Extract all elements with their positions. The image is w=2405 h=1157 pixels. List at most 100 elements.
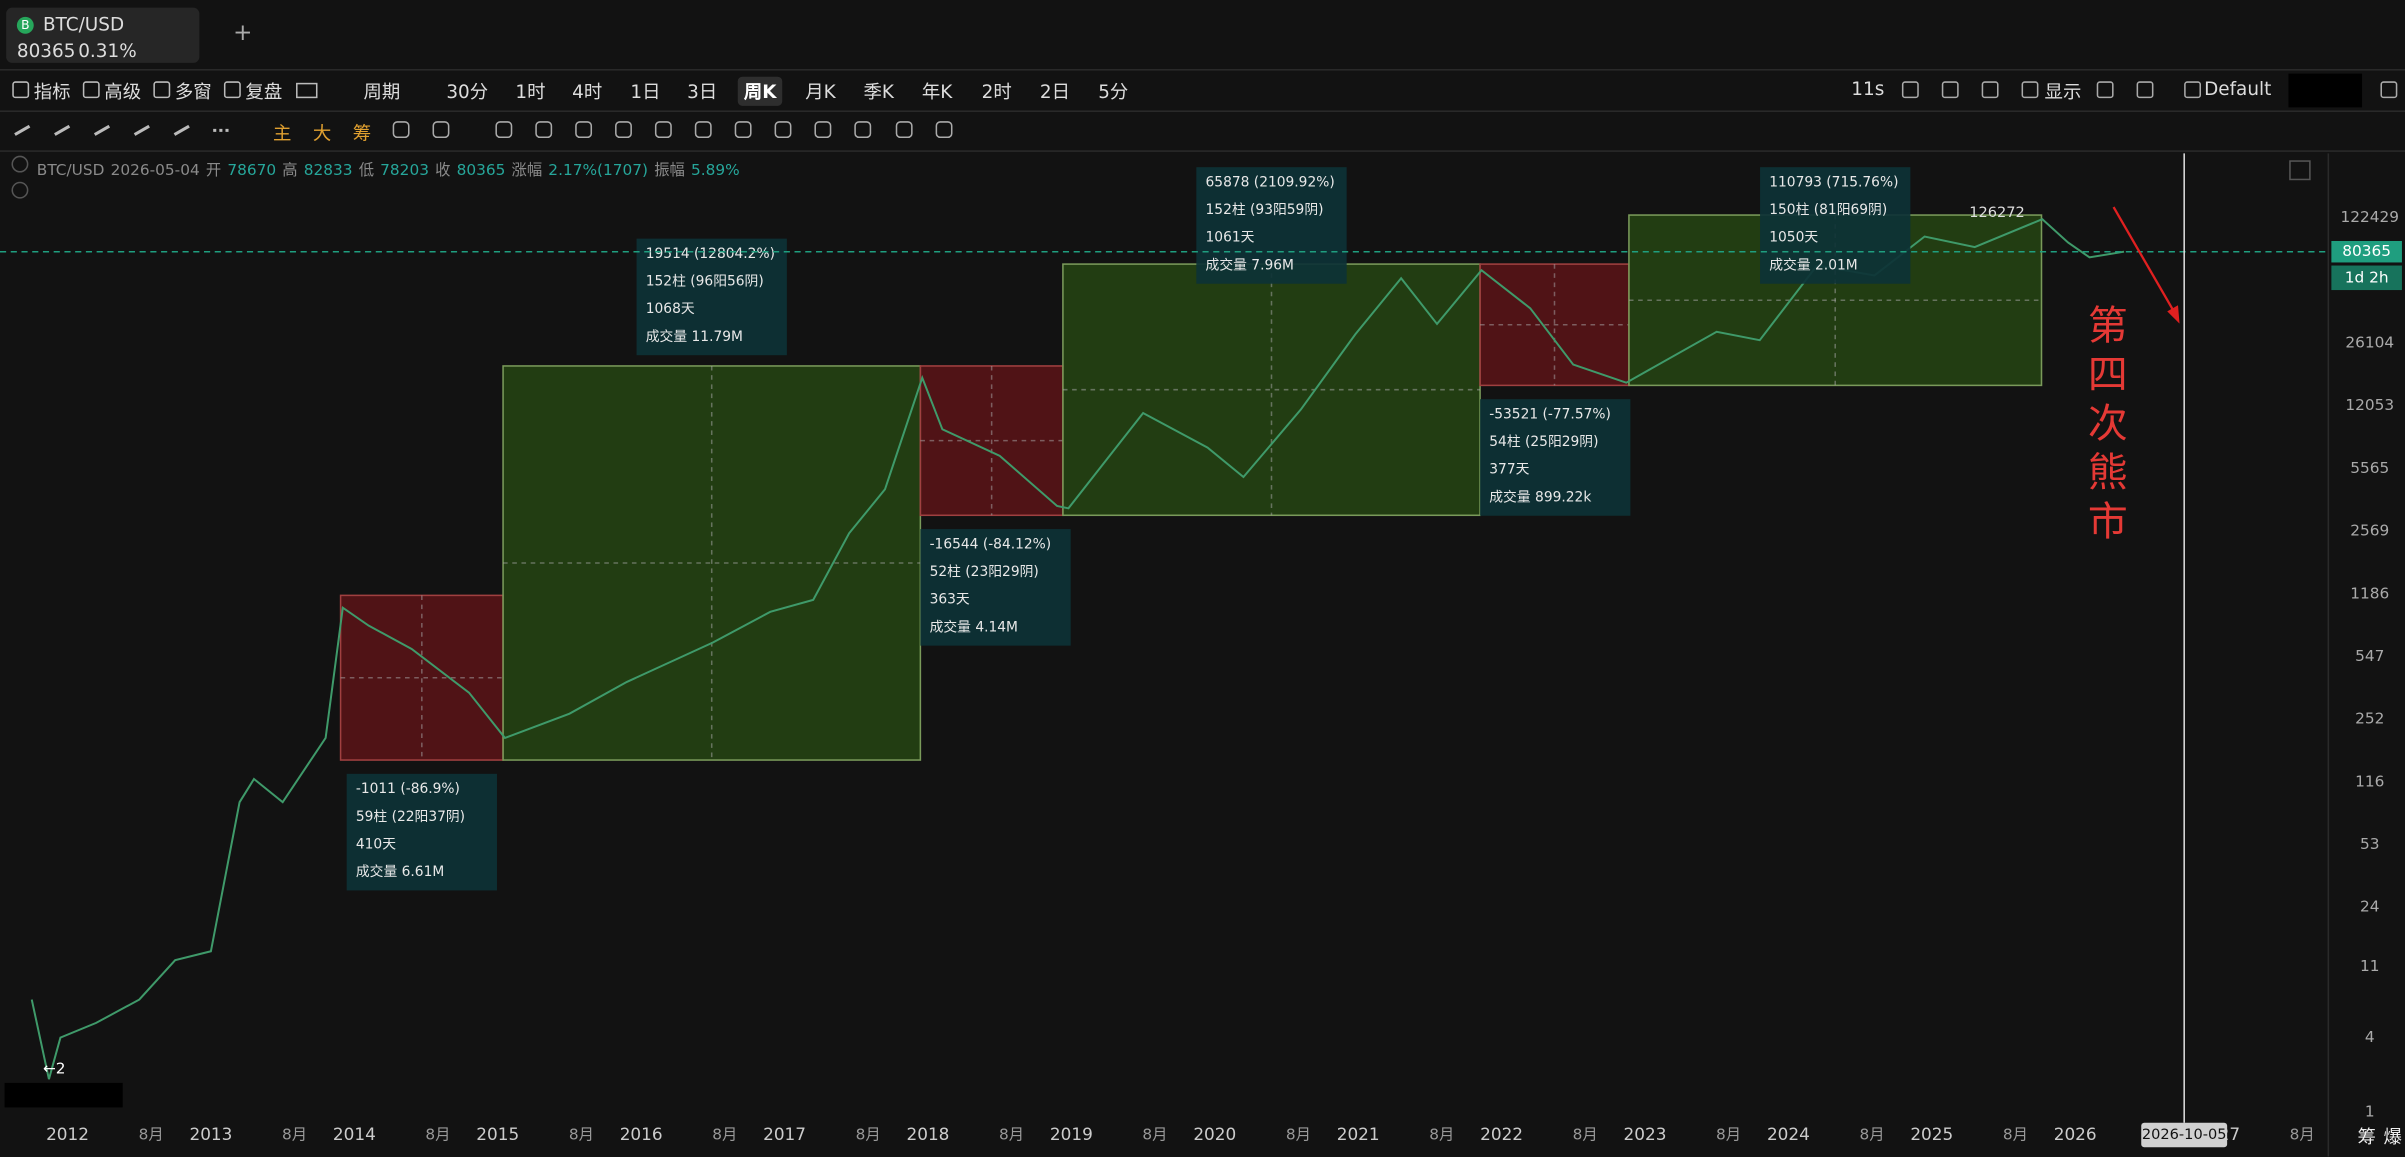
measure-label-text: 65878 (2109.92%) — [1206, 175, 1335, 191]
redaction — [4, 1082, 123, 1108]
measure-label-text: 52柱 (23阳29阴) — [930, 564, 1039, 580]
draw-tool[interactable] — [615, 121, 632, 139]
maximize-icon — [2289, 160, 2311, 181]
info-value: 2.17%(1707) — [548, 162, 649, 180]
footer-tag: 筹 — [2357, 1127, 2375, 1148]
x-tick-minor: 8月 — [282, 1126, 307, 1144]
add-tab[interactable]: + — [233, 18, 253, 47]
info-label: 低 — [358, 162, 375, 180]
draw-tool[interactable] — [854, 121, 872, 139]
toolbar-icon[interactable] — [2184, 81, 2202, 99]
period-menu[interactable]: 周期 — [363, 81, 401, 103]
draw-tool[interactable] — [814, 121, 832, 139]
period-button[interactable]: 5分 — [1098, 81, 1129, 103]
draw-tool[interactable] — [133, 124, 150, 136]
measure-label-text: 59柱 (22阳37阴) — [356, 809, 465, 825]
y-tick-label: 1186 — [2350, 584, 2389, 602]
draw-tool[interactable] — [173, 124, 190, 136]
toolbar-icon[interactable] — [1901, 81, 1919, 99]
period-button[interactable]: 年K — [921, 81, 953, 103]
toolbar-icon[interactable] — [2136, 81, 2154, 99]
period-button[interactable]: 季K — [863, 81, 895, 103]
draw-tool[interactable] — [654, 121, 672, 139]
period-button[interactable]: 2时 — [981, 81, 1012, 103]
y-tick-label: 252 — [2355, 710, 2384, 728]
toolbar-icon[interactable] — [2380, 81, 2398, 99]
more-tools[interactable] — [213, 128, 229, 135]
info-symbol: BTC/USD — [36, 162, 105, 180]
measure-label-text: 成交量 7.96M — [1206, 256, 1294, 273]
measure-label-bg — [920, 529, 1071, 646]
draw-tool[interactable] — [495, 121, 513, 139]
period-button[interactable]: 1日 — [630, 81, 661, 103]
draw-tool[interactable] — [392, 121, 410, 139]
x-tick-year: 2019 — [1050, 1124, 1093, 1144]
draw-tool[interactable] — [575, 121, 593, 139]
low-label: ←2 — [43, 1060, 66, 1078]
draw-tool[interactable] — [694, 121, 712, 139]
y-tick-label: 1 — [2365, 1103, 2375, 1121]
period-button[interactable]: 3日 — [687, 81, 718, 103]
x-tick-year: 2021 — [1337, 1124, 1380, 1144]
measure-label-text: 19514 (12804.2%) — [646, 246, 775, 262]
note-text: 第四次熊市 — [2081, 304, 2127, 549]
tool-button[interactable]: 指标 — [33, 81, 71, 103]
draw-tool[interactable] — [895, 121, 913, 139]
indicator-tag[interactable]: 大 — [312, 122, 332, 145]
info-bar: BTC/USD 2026-05-04 开 78670 高 82833 低 78203 收 8036… — [36, 156, 746, 180]
info-label: 收 — [435, 162, 451, 180]
draw-tool[interactable] — [14, 124, 31, 136]
draw-tool[interactable] — [535, 121, 553, 139]
x-tick-year: 2016 — [620, 1124, 663, 1144]
measure-label-text: 1061天 — [1206, 230, 1255, 246]
x-tick-minor: 8月 — [712, 1126, 737, 1144]
period-button[interactable]: 月K — [805, 81, 836, 103]
symbol-tab[interactable]: B BTC/USD 80365 0.31% — [6, 7, 200, 63]
tool-button[interactable]: 复盘 — [245, 81, 283, 103]
draw-tool[interactable] — [935, 121, 953, 139]
indicator-tag[interactable]: 筹 — [352, 122, 372, 145]
info-value: 78670 — [227, 162, 277, 180]
y-tick-label: 12053 — [2345, 396, 2394, 414]
draw-tool[interactable] — [54, 124, 71, 136]
period-button[interactable]: 1时 — [515, 81, 546, 103]
toolbar-icon[interactable] — [1981, 81, 1999, 99]
period-button[interactable]: 周K — [737, 76, 783, 106]
measure-label-text: 1068天 — [646, 301, 695, 317]
indicator-tag[interactable]: 主 — [273, 122, 292, 145]
measure-label-text: 377天 — [1489, 462, 1529, 478]
toolbar-icon[interactable] — [2096, 81, 2114, 99]
draw-tool[interactable] — [734, 121, 752, 139]
tab-price: 80365 — [16, 39, 76, 62]
measure-label-text: 363天 — [930, 592, 970, 608]
info-value: 80365 — [456, 162, 506, 180]
tool-button[interactable]: 多窗 — [174, 81, 212, 103]
info-label: 高 — [282, 162, 298, 180]
drawing-toolbar: 主大筹 — [0, 112, 2405, 152]
measure-label-text: 152柱 (96阳56阴) — [646, 274, 764, 290]
period-button[interactable]: 2日 — [1039, 81, 1071, 103]
measure-label-text: -1011 (-86.9%) — [356, 781, 460, 797]
tab-bar: B BTC/USD 80365 0.31% + — [0, 0, 2405, 71]
info-value: 78203 — [380, 162, 429, 180]
measure-label-text: 1050天 — [1769, 230, 1818, 246]
draw-tool[interactable] — [774, 121, 792, 139]
toolbar-icon[interactable] — [1941, 81, 1959, 99]
draw-tool[interactable] — [432, 121, 450, 139]
draw-tool[interactable] — [93, 124, 111, 136]
cursor-label-bg — [2141, 1122, 2228, 1148]
layout-button[interactable] — [296, 82, 318, 99]
y-tick-label: 2569 — [2350, 522, 2389, 540]
toolbar-icon[interactable] — [2021, 81, 2039, 99]
period-button[interactable]: 4时 — [572, 81, 603, 103]
toolbar-right-button[interactable]: 显示 — [2044, 81, 2082, 103]
toolbar-right-button[interactable]: Default — [2204, 78, 2272, 100]
measure-label-bg — [346, 773, 497, 891]
period-button[interactable]: 30分 — [446, 81, 489, 103]
tool-button[interactable]: 高级 — [104, 81, 142, 103]
toolbar-right-button[interactable]: 11s — [1851, 78, 1885, 100]
